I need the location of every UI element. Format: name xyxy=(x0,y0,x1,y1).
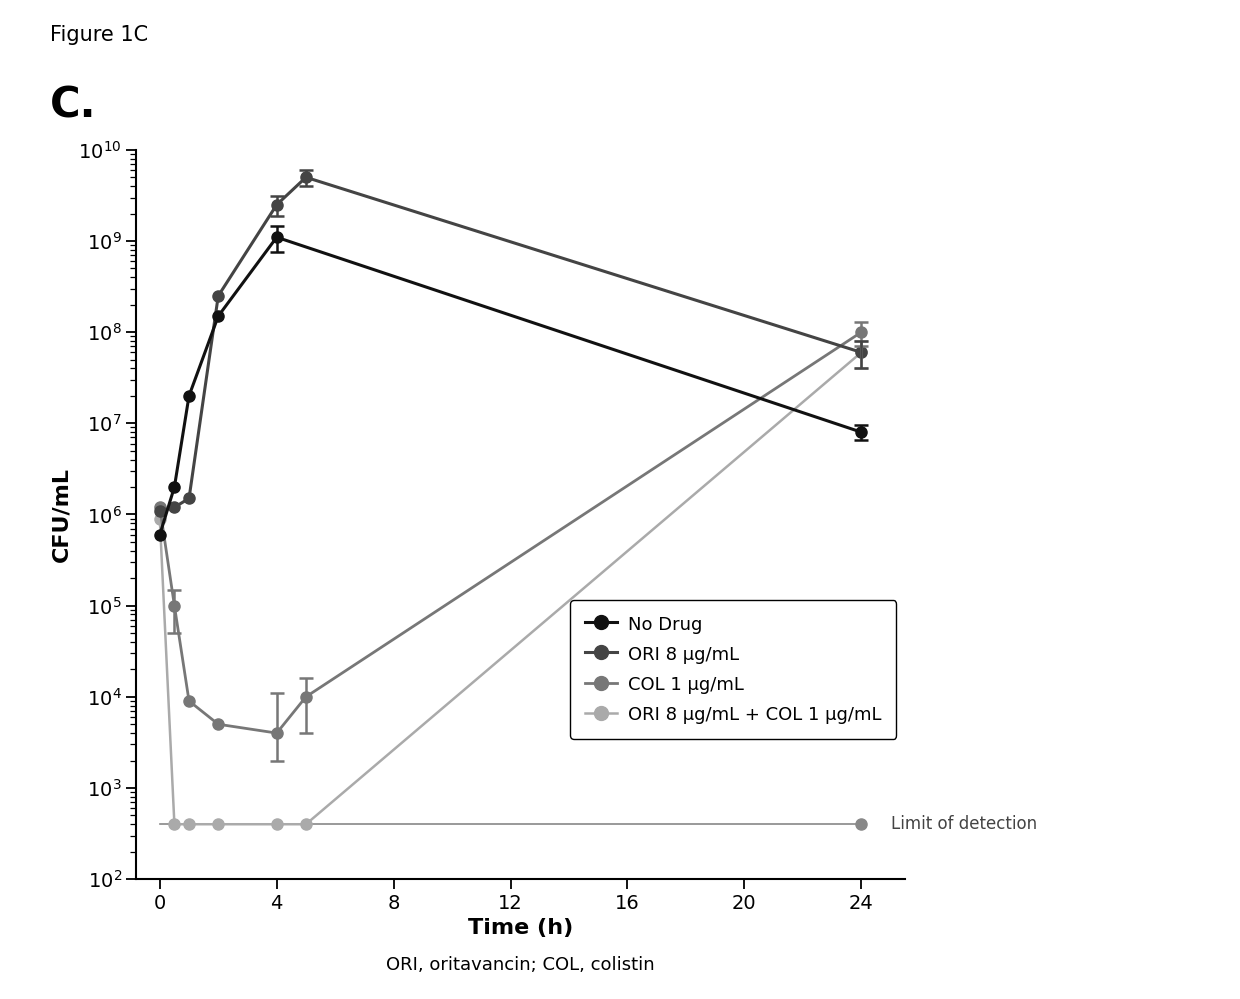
Text: C.: C. xyxy=(50,85,97,127)
X-axis label: Time (h): Time (h) xyxy=(469,918,573,938)
Legend: No Drug, ORI 8 μg/mL, COL 1 μg/mL, ORI 8 μg/mL + COL 1 μg/mL: No Drug, ORI 8 μg/mL, COL 1 μg/mL, ORI 8… xyxy=(570,600,897,739)
Text: Limit of detection: Limit of detection xyxy=(890,815,1037,833)
Text: ORI, oritavancin; COL, colistin: ORI, oritavancin; COL, colistin xyxy=(387,956,655,974)
Text: Figure 1C: Figure 1C xyxy=(50,25,148,45)
Y-axis label: CFU/mL: CFU/mL xyxy=(51,467,72,562)
